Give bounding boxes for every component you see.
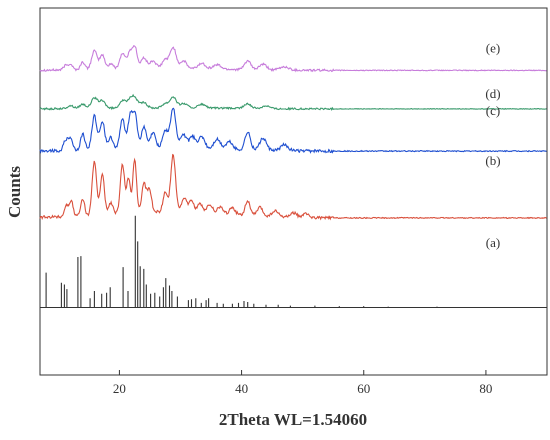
series-4-sticks (40, 215, 547, 309)
series-label: (d) (485, 86, 500, 101)
x-tick-label: 40 (235, 381, 248, 396)
x-tick-label: 80 (479, 381, 492, 396)
series-label: (c) (486, 103, 500, 118)
series-layer (39, 44, 547, 309)
series-0-line (39, 44, 547, 73)
x-tick-label: 60 (357, 381, 370, 396)
series-1-line (39, 93, 547, 112)
plot-frame (39, 7, 548, 376)
x-tick-label: 20 (113, 381, 126, 396)
series-label: (a) (486, 235, 500, 250)
y-axis-label: Counts (5, 166, 24, 218)
series-3-line (39, 153, 547, 221)
series-label: (b) (485, 153, 500, 168)
series-label-layer: (e) (d) (c) (b) (a) (485, 40, 500, 250)
series-2-line (39, 107, 547, 154)
series-label: (e) (486, 40, 500, 55)
x-axis-label: 2Theta WL=1.54060 (219, 410, 367, 429)
x-tick-layer: 20 40 60 80 (113, 370, 492, 396)
